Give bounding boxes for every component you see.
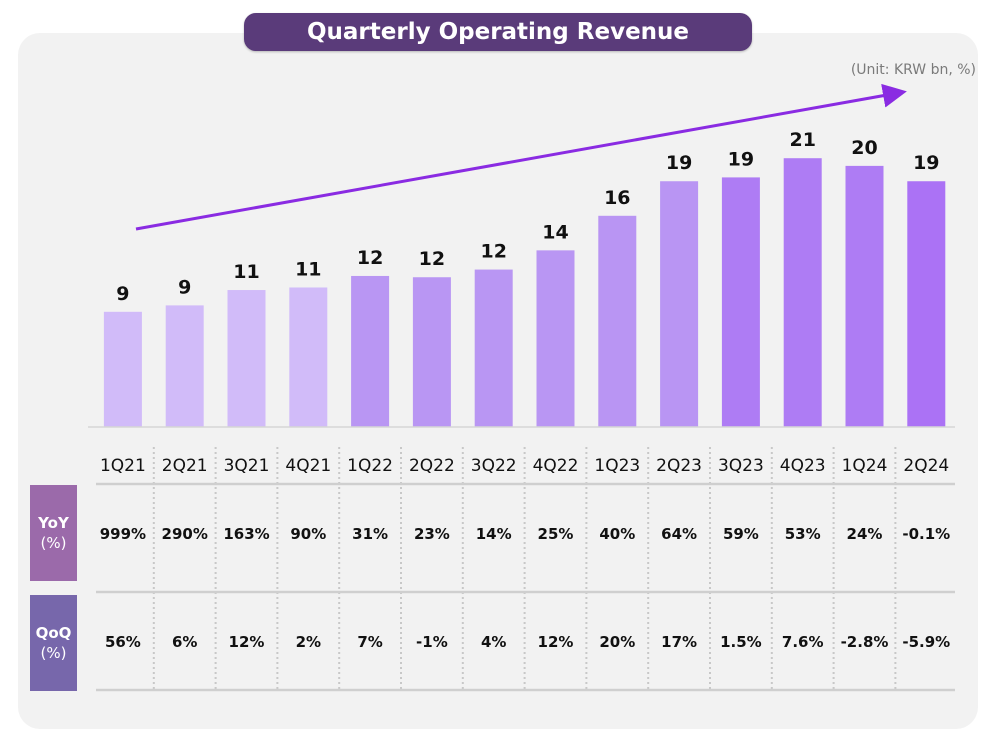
data-label-4Q21: 11	[295, 258, 321, 280]
x-tick-label-1Q21: 1Q21	[100, 456, 146, 476]
yoy-cell-4Q22: 25%	[538, 525, 574, 543]
data-label-4Q22: 14	[542, 221, 568, 243]
bar-1Q23	[598, 215, 637, 427]
bar-4Q22	[536, 250, 575, 427]
x-tick-label-1Q22: 1Q22	[347, 456, 393, 476]
yoy-cell-4Q21: 90%	[290, 525, 326, 543]
data-label-2Q24: 19	[913, 152, 939, 174]
yoy-cell-3Q21: 163%	[223, 525, 269, 543]
yoy-cell-1Q24: 24%	[847, 525, 883, 543]
data-label-4Q23: 21	[789, 129, 815, 151]
qoq-cell-2Q21: 6%	[172, 633, 197, 651]
qoq-cell-2Q22: -1%	[416, 633, 448, 651]
bar-3Q23	[721, 177, 760, 427]
yoy-cell-2Q21: 290%	[162, 525, 208, 543]
x-tick-label-1Q23: 1Q23	[594, 456, 640, 476]
x-tick-label-3Q22: 3Q22	[471, 456, 517, 476]
trend-arrow	[135, 83, 907, 231]
bar-1Q22	[351, 275, 390, 427]
qoq-cell-3Q21: 12%	[229, 633, 265, 651]
bar-2Q23	[660, 181, 699, 427]
x-tick-label-4Q23: 4Q23	[780, 456, 826, 476]
qoq-label-text: QoQ	[35, 623, 72, 642]
bar-4Q21	[289, 287, 328, 427]
yoy-cell-1Q22: 31%	[352, 525, 388, 543]
yoy-cell-4Q23: 53%	[785, 525, 821, 543]
bar-2Q21	[165, 305, 204, 427]
qoq-cell-3Q22: 4%	[481, 633, 506, 651]
bar-2Q24	[907, 181, 946, 427]
data-label-3Q23: 19	[728, 148, 754, 170]
yoy-cell-1Q21: 999%	[100, 525, 146, 543]
yoy-cell-2Q24: -0.1%	[902, 525, 950, 543]
bar-4Q23	[783, 158, 822, 427]
yoy-label-text: YoY	[38, 513, 69, 532]
yoy-cell-2Q22: 23%	[414, 525, 450, 543]
x-tick-label-1Q24: 1Q24	[842, 456, 888, 476]
yoy-cell-3Q22: 14%	[476, 525, 512, 543]
data-label-3Q21: 11	[233, 261, 259, 283]
qoq-cell-4Q23: 7.6%	[782, 633, 824, 651]
qoq-cell-4Q21: 2%	[296, 633, 321, 651]
x-tick-label-2Q22: 2Q22	[409, 456, 455, 476]
data-label-1Q21: 9	[116, 283, 129, 305]
bar-3Q21	[227, 290, 266, 427]
x-tick-label-3Q23: 3Q23	[718, 456, 764, 476]
chart-title: Quarterly Operating Revenue	[244, 13, 752, 51]
data-label-2Q21: 9	[178, 276, 191, 298]
yoy-row-label: YoY (%)	[30, 485, 77, 581]
qoq-pct-text: (%)	[40, 644, 67, 662]
qoq-cell-3Q23: 1.5%	[720, 633, 762, 651]
x-tick-label-4Q22: 4Q22	[533, 456, 579, 476]
qoq-cell-1Q24: -2.8%	[841, 633, 889, 651]
data-label-1Q23: 16	[604, 187, 630, 209]
qoq-cell-2Q24: -5.9%	[902, 633, 950, 651]
bar-3Q22	[474, 269, 513, 427]
yoy-cell-3Q23: 59%	[723, 525, 759, 543]
x-tick-label-3Q21: 3Q21	[224, 456, 270, 476]
data-label-1Q24: 20	[851, 137, 877, 159]
x-tick-label-4Q21: 4Q21	[285, 456, 331, 476]
qoq-cell-1Q21: 56%	[105, 633, 141, 651]
yoy-cell-1Q23: 40%	[599, 525, 635, 543]
yoy-cell-2Q23: 64%	[661, 525, 697, 543]
data-label-2Q22: 12	[419, 248, 445, 270]
data-label-3Q22: 12	[480, 241, 506, 263]
qoq-cell-4Q22: 12%	[538, 633, 574, 651]
unit-note: (Unit: KRW bn, %)	[850, 62, 976, 78]
bar-1Q21	[103, 311, 142, 427]
data-label-2Q23: 19	[666, 152, 692, 174]
x-tick-label-2Q24: 2Q24	[903, 456, 949, 476]
qoq-row-label: QoQ (%)	[30, 595, 77, 691]
bar-2Q22	[412, 277, 451, 427]
qoq-cell-1Q22: 7%	[357, 633, 382, 651]
x-tick-label-2Q21: 2Q21	[162, 456, 208, 476]
qoq-cell-1Q23: 20%	[599, 633, 635, 651]
yoy-pct-text: (%)	[40, 534, 67, 552]
qoq-cell-2Q23: 17%	[661, 633, 697, 651]
bar-1Q24	[845, 165, 884, 427]
data-label-1Q22: 12	[357, 247, 383, 269]
x-tick-label-2Q23: 2Q23	[656, 456, 702, 476]
